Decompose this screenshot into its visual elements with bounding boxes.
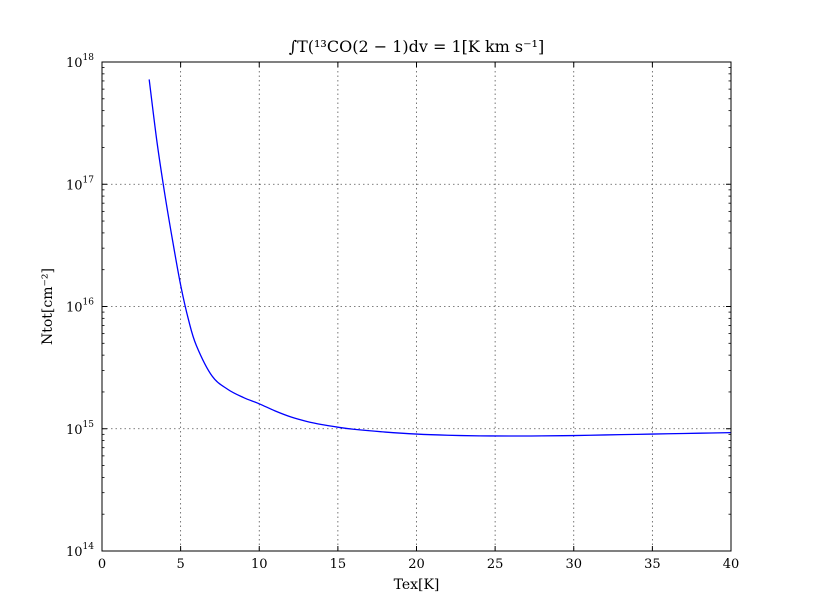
ticks (101, 61, 732, 552)
y-tick-labels: 1014 1015 1016 1017 1018 (66, 53, 94, 560)
x-axis-label: Tex[K] (394, 577, 440, 593)
x-tick-label: 15 (330, 557, 347, 572)
y-tick-label: 1016 (66, 298, 94, 316)
x-tick-label: 40 (723, 557, 740, 572)
x-tick-label: 25 (487, 557, 504, 572)
y-axis-label: Ntot[cm⁻²] (40, 268, 56, 345)
series-layer (148, 79, 732, 437)
y-tick-label: 1015 (66, 420, 94, 438)
y-tick-label: 1018 (66, 53, 94, 71)
x-tick-label: 5 (176, 557, 184, 572)
series-line (148, 79, 732, 437)
x-tick-labels: 0 5 10 15 20 25 30 35 40 (98, 557, 739, 572)
chart-title: ∫T(¹³CO(2 − 1)dv = 1[K km s⁻¹] (289, 37, 544, 56)
x-tick-label: 20 (408, 557, 425, 572)
y-tick-label: 1017 (66, 175, 94, 193)
grid (102, 62, 731, 551)
x-tick-label: 30 (565, 557, 582, 572)
y-tick-label: 1014 (66, 542, 94, 560)
x-tick-label: 0 (98, 557, 106, 572)
x-tick-label: 35 (644, 557, 661, 572)
x-tick-label: 10 (251, 557, 268, 572)
